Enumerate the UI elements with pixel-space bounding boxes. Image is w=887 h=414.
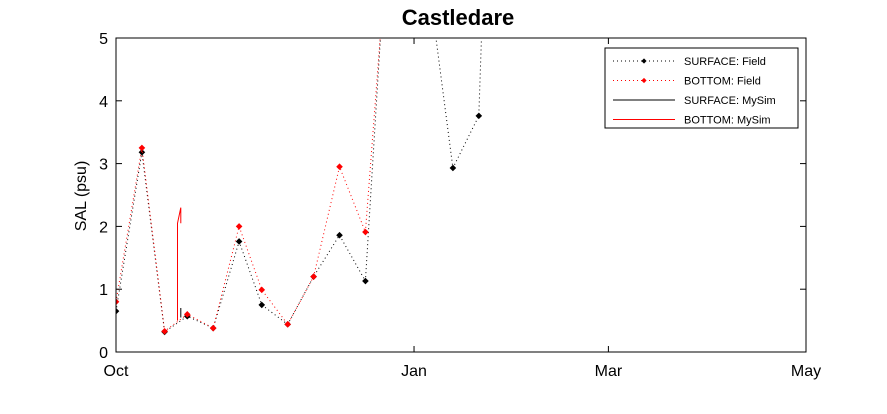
y-tick-label: 5 [99,31,108,48]
data-point-surface-field [475,112,483,120]
data-point-bottom-field [258,286,266,294]
data-point-bottom-field [161,327,168,335]
data-point-surface-field [235,238,243,245]
x-tick-label: Jan [401,363,427,380]
x-tick-label: Oct [104,363,129,380]
x-tick-label: Mar [595,363,623,380]
y-tick-label: 1 [99,282,108,299]
data-point-surface-field [116,307,120,315]
y-axis-label: SAL (psu) [73,161,90,232]
data-point-bottom-field [235,223,243,230]
legend-marker-bottom-field [641,77,647,84]
data-point-bottom-field [116,298,120,306]
y-tick-label: 3 [99,157,108,174]
data-point-bottom-field [310,273,317,280]
legend: SURFACE: Field BOTTOM: Field SURFACE: MySi… [604,47,799,129]
legend-marker-surface-field [641,58,647,64]
data-point-surface-field [449,164,457,172]
x-tick-label: May [791,363,821,380]
data-point-surface-field [362,277,369,285]
y-tick-label: 2 [99,219,108,236]
y-tick-label: 4 [99,94,108,111]
plot-frame [115,37,807,353]
data-point-bottom-field [138,144,146,152]
series-layer [116,38,483,336]
legend-label-surface-mysim: SURFACE: MySim [684,95,776,107]
data-point-surface-field [258,301,266,309]
data-point-bottom-field [362,228,369,236]
legend-label-bottom-mysim: BOTTOM: MySim [684,115,771,127]
data-point-bottom-field [336,163,343,171]
data-point-surface-field [336,231,343,239]
chart-title: Castledare [402,5,515,30]
data-point-bottom-field [209,324,217,332]
data-point-bottom-field [284,321,291,328]
legend-label-surface-field: SURFACE: Field [684,56,766,68]
data-point-bottom-field [183,311,191,318]
data-point-surface-field [138,148,146,156]
y-tick-label: 0 [99,345,108,362]
legend-label-bottom-field: BOTTOM: Field [684,76,761,88]
series-line-bottom-mysim [177,207,182,321]
axis-layer: 0 1 2 3 4 5 Oct Jan Mar May [99,31,821,380]
